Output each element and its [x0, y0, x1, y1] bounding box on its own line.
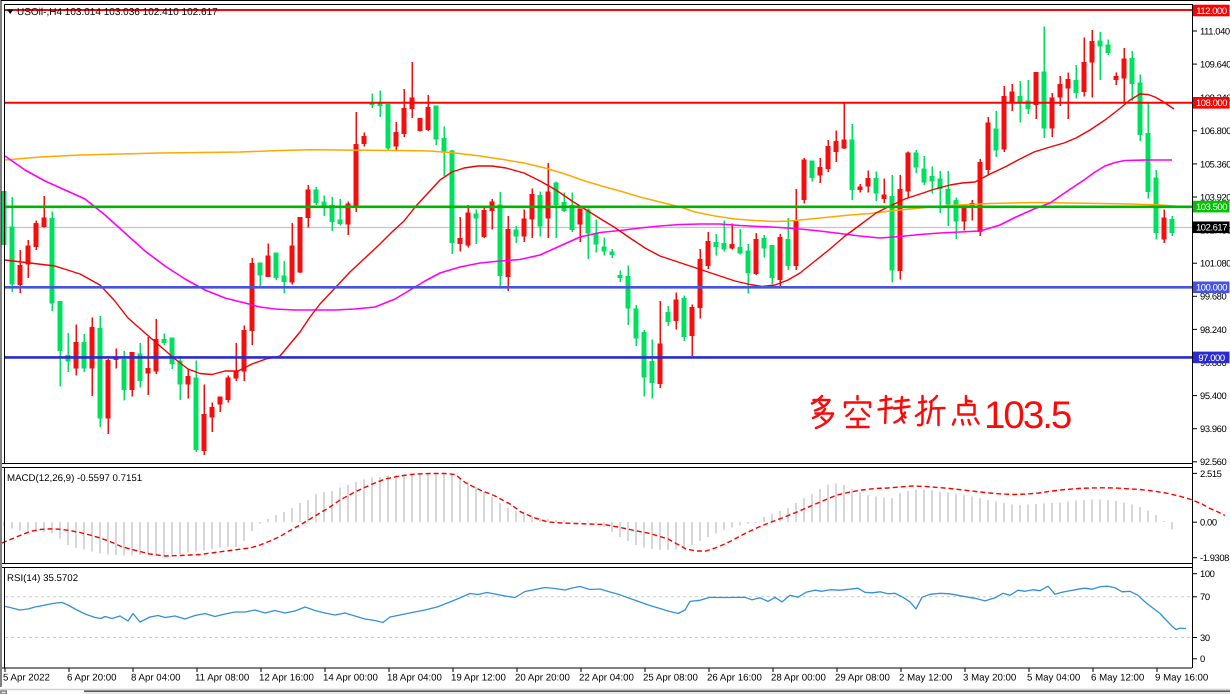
svg-text:112.000: 112.000 [1196, 5, 1227, 16]
svg-text:5 May 04:00: 5 May 04:00 [1027, 673, 1081, 684]
svg-text:18 Apr 04:00: 18 Apr 04:00 [387, 673, 443, 684]
svg-text:0.00: 0.00 [1200, 517, 1217, 528]
svg-text:6 Apr 20:00: 6 Apr 20:00 [67, 673, 117, 684]
svg-text:2.515: 2.515 [1200, 468, 1222, 479]
svg-text:9 May 16:00: 9 May 16:00 [1155, 673, 1209, 684]
svg-text:102.617: 102.617 [1196, 222, 1227, 233]
svg-text:95.400: 95.400 [1200, 390, 1226, 401]
svg-text:19 Apr 12:00: 19 Apr 12:00 [451, 673, 507, 684]
svg-text:28 Apr 00:00: 28 Apr 00:00 [771, 673, 827, 684]
svg-text:14 Apr 00:00: 14 Apr 00:00 [323, 673, 379, 684]
svg-text:30: 30 [1200, 632, 1210, 643]
svg-text:8 Apr 04:00: 8 Apr 04:00 [131, 673, 181, 684]
svg-text:26 Apr 16:00: 26 Apr 16:00 [707, 673, 763, 684]
svg-text:92.560: 92.560 [1200, 456, 1226, 467]
svg-text:RSI(14) 35.5702: RSI(14) 35.5702 [7, 573, 78, 584]
svg-text:5 Apr 2022: 5 Apr 2022 [3, 673, 50, 684]
svg-text:6 May 12:00: 6 May 12:00 [1091, 673, 1145, 684]
svg-text:USOil-,H4 103.014 103.036 102: USOil-,H4 103.014 103.036 102.410 102.61… [17, 7, 218, 18]
svg-text:103.5: 103.5 [984, 394, 1071, 437]
svg-text:11 Apr 08:00: 11 Apr 08:00 [195, 673, 250, 684]
svg-text:29 Apr 08:00: 29 Apr 08:00 [835, 673, 891, 684]
svg-text:12 Apr 16:00: 12 Apr 16:00 [259, 673, 315, 684]
svg-text:100.000: 100.000 [1196, 282, 1227, 293]
svg-text:101.080: 101.080 [1200, 258, 1230, 269]
svg-text:20 Apr 20:00: 20 Apr 20:00 [515, 673, 571, 684]
svg-text:25 Apr 08:00: 25 Apr 08:00 [643, 673, 699, 684]
svg-text:70: 70 [1200, 591, 1210, 602]
svg-text:0: 0 [1200, 653, 1205, 664]
svg-text:3 May 20:00: 3 May 20:00 [963, 673, 1017, 684]
svg-text:2 May 12:00: 2 May 12:00 [899, 673, 953, 684]
svg-text:97.000: 97.000 [1198, 352, 1224, 363]
svg-text:-1.9308: -1.9308 [1200, 552, 1229, 563]
svg-text:109.640: 109.640 [1200, 59, 1230, 70]
svg-text:106.800: 106.800 [1200, 125, 1230, 136]
svg-text:103.920: 103.920 [1200, 191, 1230, 202]
svg-text:108.000: 108.000 [1196, 97, 1227, 108]
svg-text:98.240: 98.240 [1200, 324, 1226, 335]
svg-text:100: 100 [1200, 568, 1215, 579]
svg-text:111.040: 111.040 [1200, 25, 1230, 36]
svg-text:MACD(12,26,9) -0.5597 0.7151: MACD(12,26,9) -0.5597 0.7151 [7, 473, 142, 484]
svg-text:93.960: 93.960 [1200, 423, 1226, 434]
svg-text:22 Apr 04:00: 22 Apr 04:00 [579, 673, 635, 684]
svg-text:103.500: 103.500 [1196, 201, 1227, 212]
svg-text:99.680: 99.680 [1200, 291, 1226, 302]
svg-text:105.360: 105.360 [1200, 158, 1230, 169]
